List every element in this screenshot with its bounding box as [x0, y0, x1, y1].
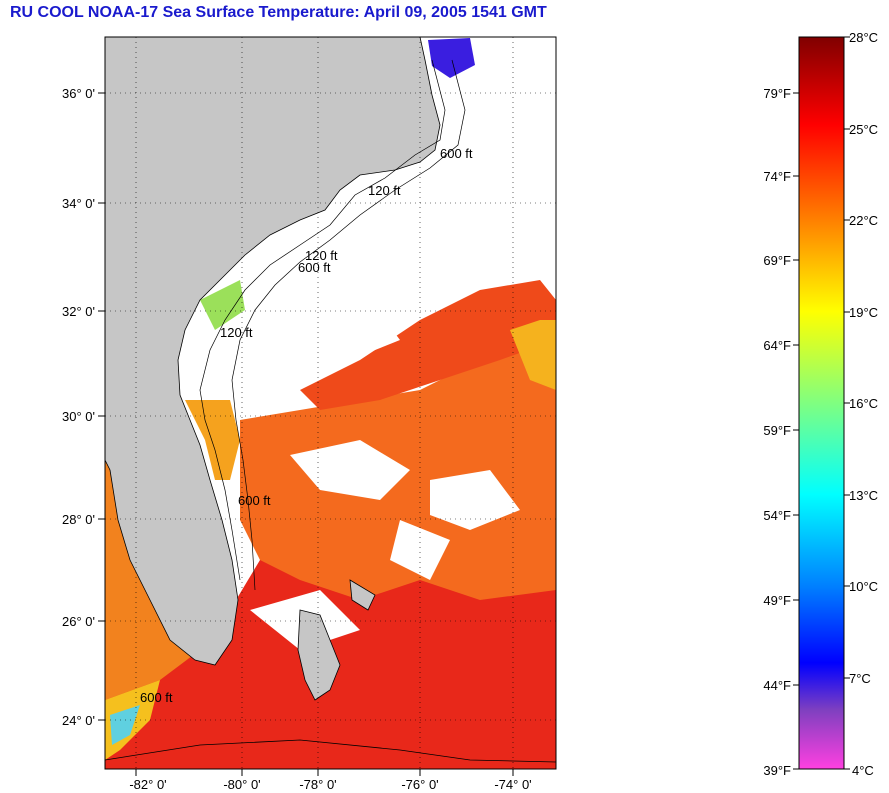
bathymetry-contours [199, 59, 466, 591]
colorbar-fahrenheit-label: 44°F [763, 678, 791, 693]
land-bahamas [297, 609, 341, 701]
colorbar-fahrenheit-label: 64°F [763, 338, 791, 353]
lat-label: 30° 0' [62, 409, 95, 424]
contour-label: 120 ft [220, 325, 253, 340]
contour-600ft [231, 59, 466, 591]
map-frame [104, 36, 557, 770]
sst-region-florida-east [185, 400, 240, 480]
cloud-patch [390, 520, 450, 580]
contour-120ft [199, 59, 446, 581]
map-panel: 600 ft 120 ft 600 ft 120 ft 600 ft 120 f… [105, 37, 556, 769]
land-us-coast [105, 37, 441, 666]
sst-region-gulf-cyan [110, 705, 140, 745]
land-cuba [105, 739, 556, 769]
colorbar-fahrenheit-label: 59°F [763, 423, 791, 438]
lat-label: 36° 0' [62, 86, 95, 101]
colorbar-celsius-label: 7°C [849, 671, 871, 686]
lat-label: 32° 0' [62, 304, 95, 319]
graticule [105, 37, 556, 769]
colorbar-celsius-label: 22°C [849, 213, 878, 228]
lon-label: -82° 0' [129, 777, 166, 792]
lat-label: 26° 0' [62, 614, 95, 629]
colorbar-celsius-label: 19°C [849, 305, 878, 320]
lon-label: -80° 0' [223, 777, 260, 792]
sst-region-east-yellow [510, 320, 556, 390]
lat-label: 28° 0' [62, 512, 95, 527]
colorbar-fahrenheit-label: 69°F [763, 253, 791, 268]
sst-region-north-cold [428, 38, 475, 78]
colorbar-celsius-label: 10°C [849, 579, 878, 594]
lat-label: 34° 0' [62, 196, 95, 211]
colorbar-ticks [793, 36, 850, 770]
contour-label: 600 ft [140, 690, 173, 705]
colorbar-celsius-label: 4°C [852, 763, 874, 778]
contour-label: 120 ft [368, 183, 401, 198]
cloud-patch [290, 440, 410, 500]
cloud-patch [300, 300, 400, 360]
contour-label: 120 ft [305, 248, 338, 263]
map-title: RU COOL NOAA-17 Sea Surface Temperature:… [10, 4, 547, 21]
colorbar-celsius-label: 25°C [849, 122, 878, 137]
colorbar-celsius-label: 13°C [849, 488, 878, 503]
colorbar-fahrenheit-label: 74°F [763, 169, 791, 184]
lon-label: -76° 0' [401, 777, 438, 792]
colorbar-fahrenheit-label: 39°F [763, 763, 791, 778]
cloud-patch [430, 470, 520, 530]
axis-ticks [98, 92, 514, 776]
sst-region-green [200, 280, 245, 330]
lat-label: 24° 0' [62, 713, 95, 728]
sst-region-northeast [300, 280, 556, 410]
contour-label: 600 ft [298, 260, 331, 275]
land-bahamas [349, 579, 376, 611]
lon-label: -78° 0' [299, 777, 336, 792]
colorbar-fahrenheit-label: 54°F [763, 508, 791, 523]
colorbar-celsius-label: 28°C [849, 30, 878, 45]
lon-label: -74° 0' [494, 777, 531, 792]
colorbar-fahrenheit-label: 49°F [763, 593, 791, 608]
colorbar [798, 36, 845, 770]
contour-label: 600 ft [440, 146, 473, 161]
colorbar-celsius-label: 16°C [849, 396, 878, 411]
contour-label: 600 ft [238, 493, 271, 508]
colorbar-fahrenheit-label: 79°F [763, 86, 791, 101]
